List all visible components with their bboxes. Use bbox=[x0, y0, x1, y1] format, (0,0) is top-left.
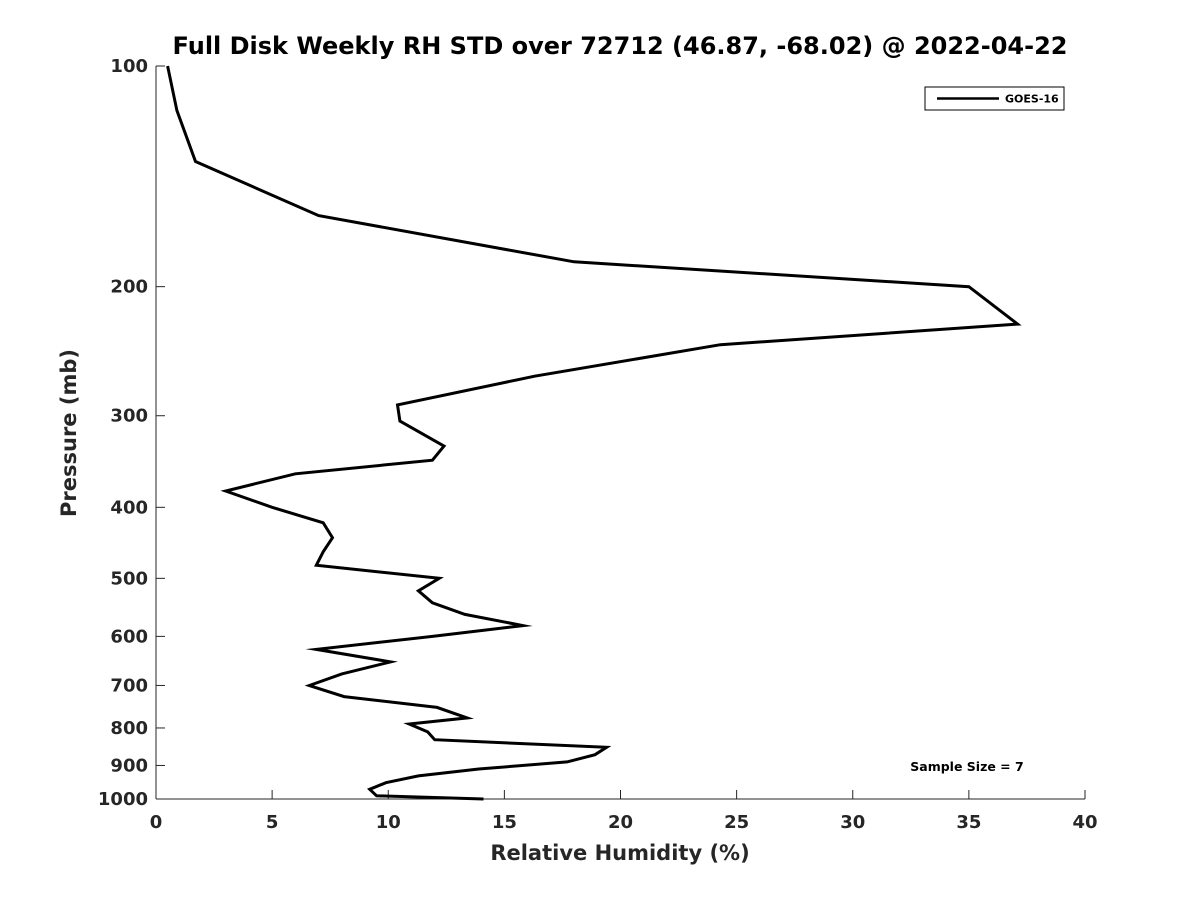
y-tick-label: 200 bbox=[110, 277, 148, 298]
x-tick-label: 35 bbox=[956, 812, 981, 833]
x-tick-label: 40 bbox=[1072, 812, 1097, 833]
y-tick-label: 500 bbox=[110, 568, 148, 589]
x-tick-label: 25 bbox=[724, 812, 749, 833]
y-tick-label: 400 bbox=[110, 497, 148, 518]
y-tick-label: 700 bbox=[110, 675, 148, 696]
x-tick-label: 0 bbox=[150, 812, 163, 833]
series-line-goes-16 bbox=[166, 65, 1022, 801]
x-tick-label: 5 bbox=[266, 812, 279, 833]
y-tick-label: 900 bbox=[110, 755, 148, 776]
x-tick-label: 20 bbox=[608, 812, 633, 833]
y-tick-label: 800 bbox=[110, 718, 148, 739]
sample-size-annotation: Sample Size = 7 bbox=[910, 759, 1023, 774]
x-tick-label: 30 bbox=[840, 812, 865, 833]
y-tick-label: 1000 bbox=[98, 789, 148, 810]
y-tick-label: 600 bbox=[110, 626, 148, 647]
y-tick-label: 100 bbox=[110, 56, 148, 77]
x-axis-label: Relative Humidity (%) bbox=[490, 841, 749, 865]
plot-area: 0 5 10 15 20 25 30 35 40 100 200 300 400 500 600 700 800… bbox=[98, 56, 1098, 833]
y-tick-label: 300 bbox=[110, 406, 148, 427]
legend: GOES-16 bbox=[924, 86, 1065, 111]
x-tick-label: 10 bbox=[376, 812, 401, 833]
y-axis-label: Pressure (mb) bbox=[57, 349, 81, 517]
chart-title: Full Disk Weekly RH STD over 72712 (46.8… bbox=[173, 32, 1068, 60]
legend-label-goes-16: GOES-16 bbox=[1005, 93, 1059, 106]
x-tick-label: 15 bbox=[492, 812, 517, 833]
